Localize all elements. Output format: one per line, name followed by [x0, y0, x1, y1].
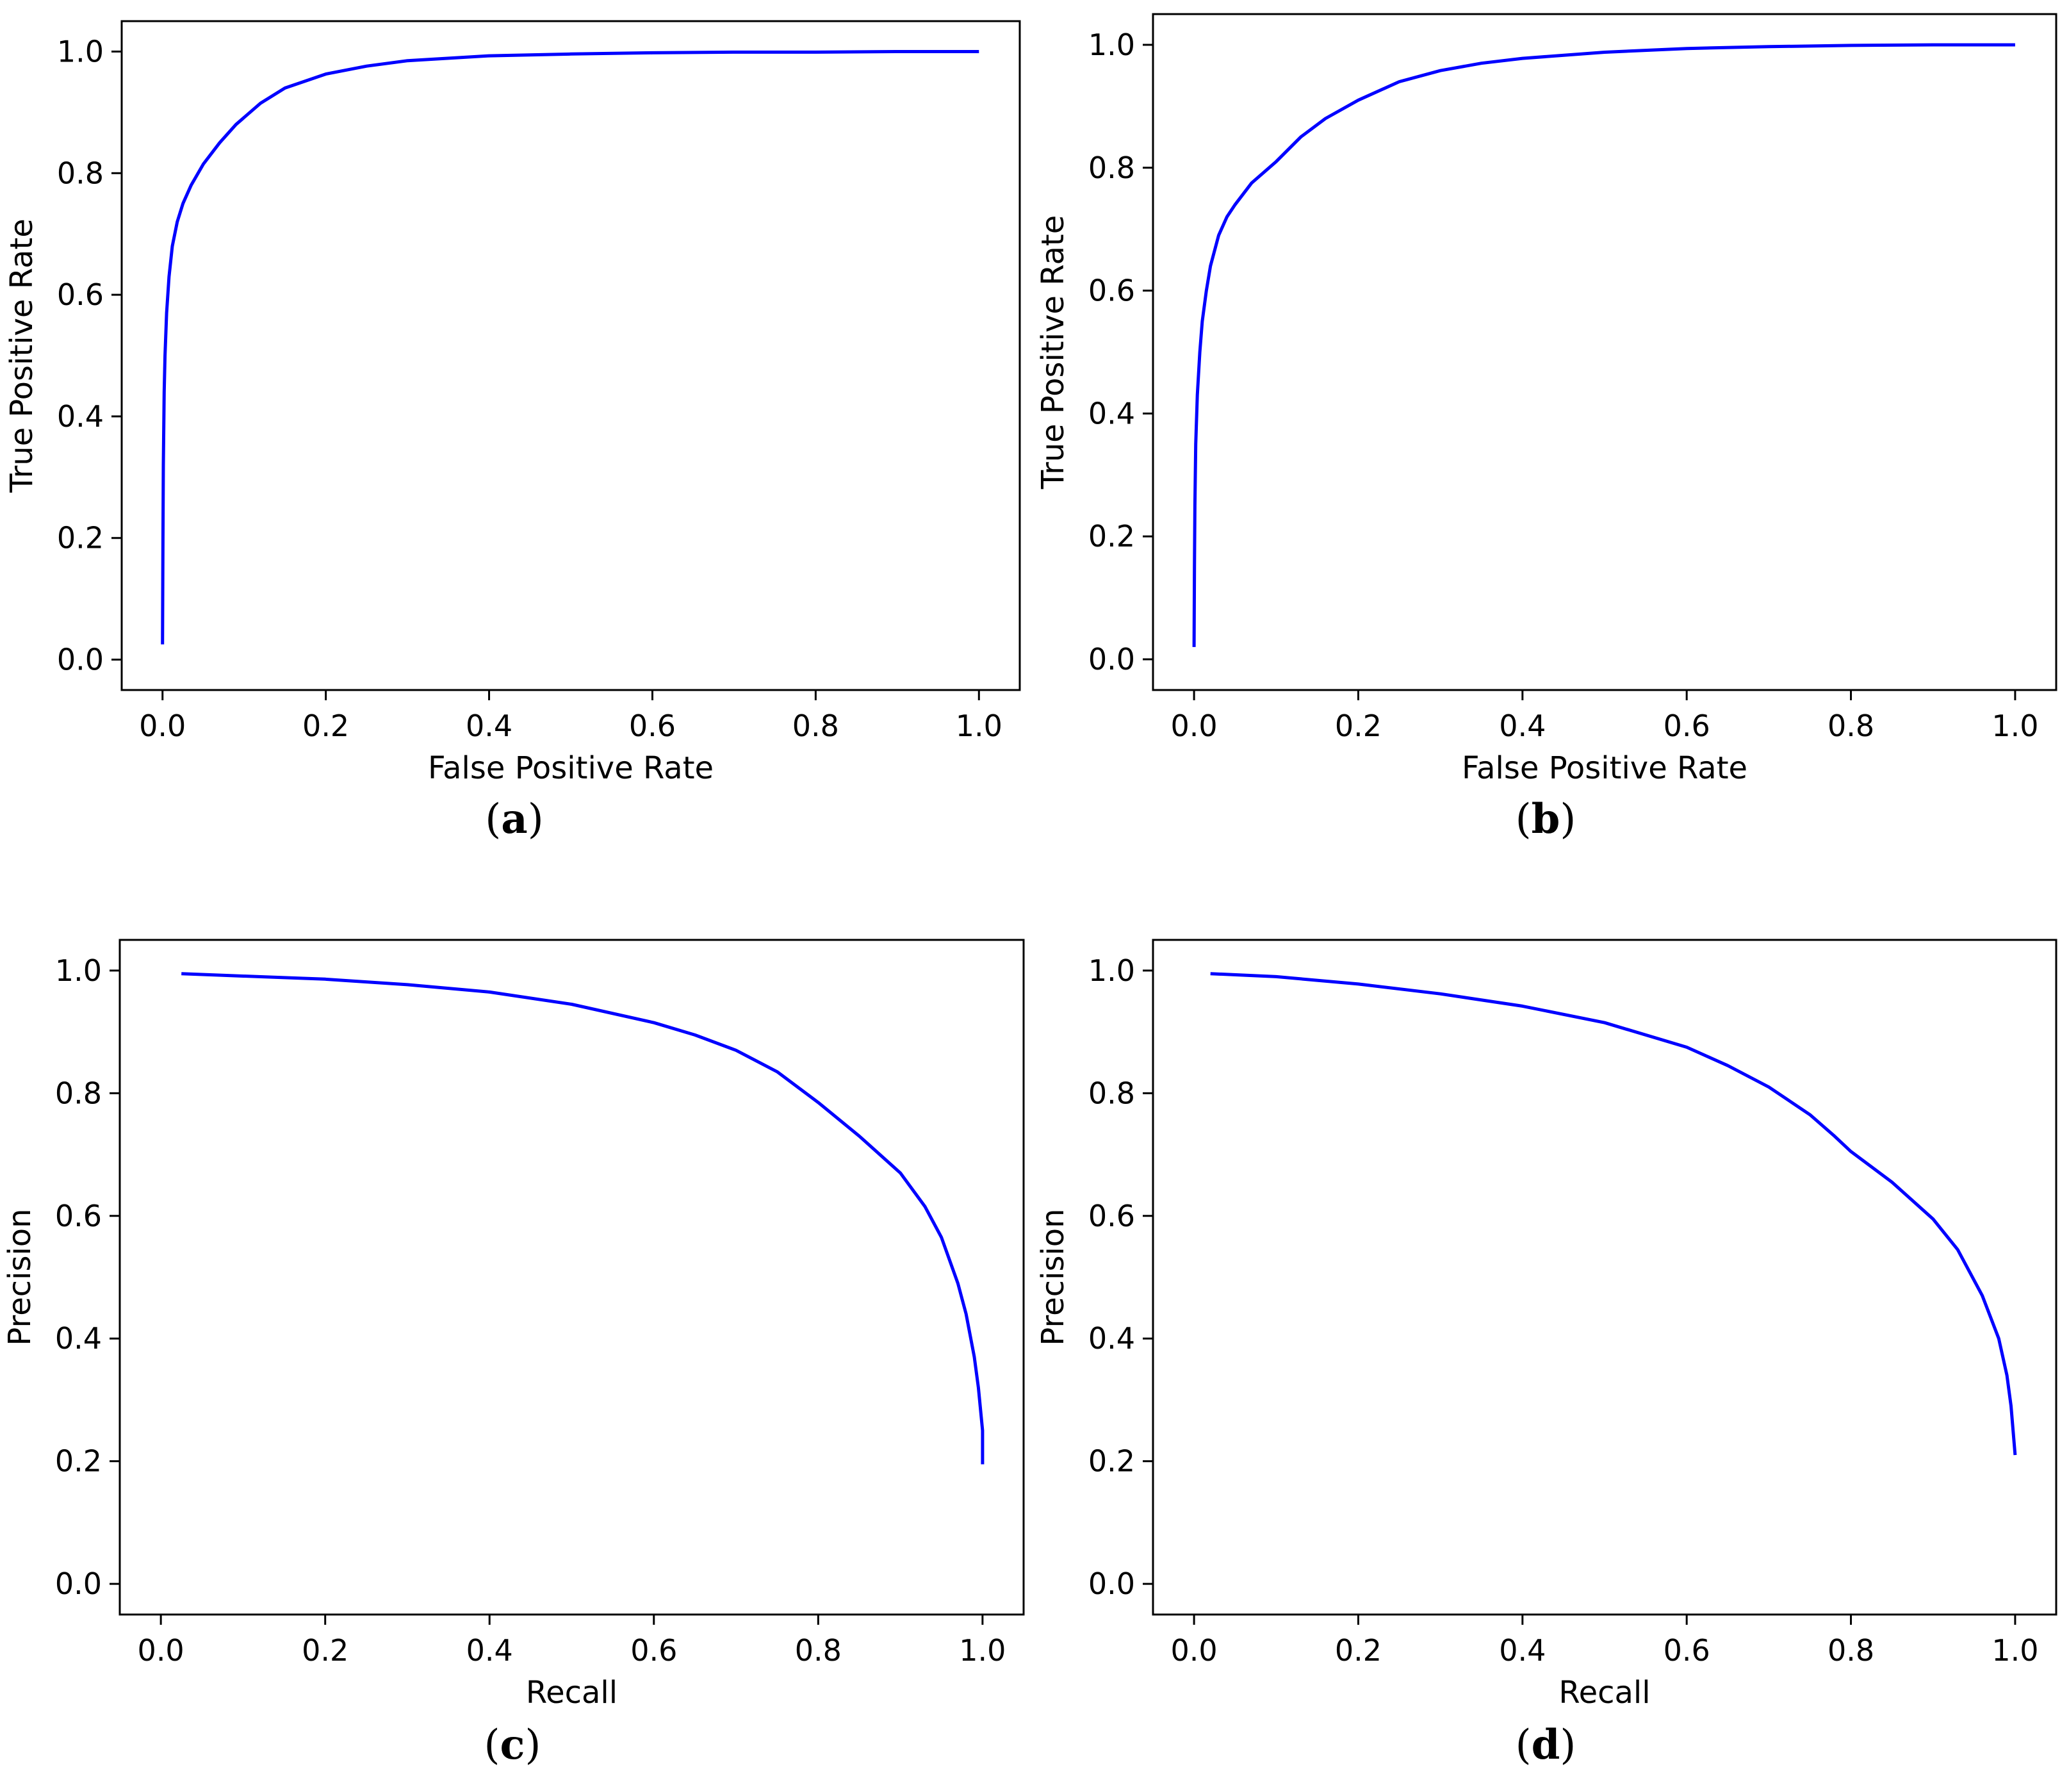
y-tick-label: 0.2 [1088, 519, 1135, 554]
panel-c: 0.0 0.2 0.4 0.6 0.8 1.0 0.0 0.2 0.4 0.6 0.8 1.0 Reca… [2, 939, 1025, 1769]
x-tick-label: 0.8 [795, 1633, 842, 1668]
x-axis-label: Recall [1558, 1675, 1650, 1711]
x-axis-label: False Positive Rate [428, 750, 714, 786]
x-tick-label: 1.0 [959, 1633, 1006, 1668]
panel-letter: a [501, 795, 527, 843]
x-tick-label: 1.0 [1991, 709, 2038, 743]
y-tick-label: 1.0 [1088, 28, 1135, 62]
x-tick-label: 1.0 [956, 709, 1002, 743]
panel-a: 0.0 0.2 0.4 0.6 0.8 1.0 0.0 0.2 0.4 0.6 0.8 1.0 Fals… [4, 20, 1021, 843]
y-tick-label: 0.4 [1088, 1321, 1135, 1356]
y-axis-label: True Positive Rate [4, 218, 40, 493]
axes-frame [119, 939, 1025, 1616]
y-tick-label: 0.6 [1088, 274, 1135, 308]
x-tick-label: 0.2 [302, 709, 349, 743]
y-tick-label: 0.8 [55, 1076, 102, 1110]
y-tick-label: 0.4 [1088, 396, 1135, 431]
y-tick-label: 1.0 [55, 953, 102, 988]
y-tick-label: 0.6 [1088, 1199, 1135, 1233]
y-tick-label: 1.0 [1088, 953, 1135, 988]
x-tick-label: 0.8 [1828, 709, 1874, 743]
x-tick-label: 0.4 [1499, 709, 1546, 743]
x-tick-label: 0.6 [630, 1633, 677, 1668]
panel-letter: b [1532, 795, 1560, 843]
y-tick-label: 0.0 [1088, 642, 1135, 677]
y-tick-label: 0.4 [55, 1321, 102, 1356]
panel-letter: d [1532, 1721, 1560, 1769]
y-tick-label: 0.2 [57, 521, 104, 555]
panel-label: (c) [484, 1721, 541, 1769]
x-tick-label: 0.6 [629, 709, 676, 743]
y-tick-label: 0.2 [1088, 1444, 1135, 1479]
y-tick-label: 0.4 [57, 399, 104, 434]
x-tick-label: 0.0 [139, 709, 186, 743]
panel-label: (b) [1516, 795, 1576, 843]
y-axis-label: Precision [1035, 1208, 1071, 1345]
x-tick-label: 0.0 [1171, 709, 1218, 743]
x-tick-label: 0.2 [302, 1633, 348, 1668]
x-tick-label: 0.6 [1664, 1633, 1710, 1668]
y-tick-label: 0.0 [1088, 1566, 1135, 1601]
panel-label: (a) [485, 795, 543, 843]
x-tick-label: 0.8 [792, 709, 839, 743]
panel-d: 0.0 0.2 0.4 0.6 0.8 1.0 0.0 0.2 0.4 0.6 0.8 1.0 Reca… [1035, 939, 2057, 1769]
x-tick-label: 0.0 [1171, 1633, 1218, 1668]
series-line [161, 50, 979, 645]
axes-frame [120, 20, 1021, 691]
y-axis-label: True Positive Rate [1035, 215, 1071, 490]
series-line [1192, 43, 2015, 647]
y-tick-label: 0.8 [57, 156, 104, 190]
panel-letter: c [500, 1721, 525, 1769]
y-tick-label: 0.8 [1088, 1076, 1135, 1110]
x-tick-label: 0.6 [1664, 709, 1710, 743]
y-tick-label: 1.0 [57, 34, 104, 69]
series-line [181, 972, 985, 1465]
y-tick-label: 0.6 [55, 1199, 102, 1233]
x-tick-label: 0.0 [138, 1633, 184, 1668]
x-axis-label: Recall [526, 1675, 617, 1711]
axes-frame [1152, 13, 2057, 691]
x-tick-label: 0.2 [1335, 1633, 1382, 1668]
x-tick-label: 0.4 [466, 709, 512, 743]
x-tick-label: 0.2 [1335, 709, 1382, 743]
y-tick-label: 0.0 [55, 1566, 102, 1601]
panel-label: (d) [1516, 1721, 1576, 1769]
axes-frame [1152, 939, 2057, 1616]
y-tick-label: 0.0 [57, 643, 104, 677]
x-axis-label: False Positive Rate [1462, 750, 1747, 786]
y-axis-label: Precision [2, 1208, 38, 1345]
x-tick-label: 0.4 [466, 1633, 513, 1668]
panel-b: 0.0 0.2 0.4 0.6 0.8 1.0 0.0 0.2 0.4 0.6 0.8 1.0 Fals… [1035, 13, 2057, 843]
x-tick-label: 0.8 [1828, 1633, 1874, 1668]
x-tick-label: 1.0 [1991, 1633, 2038, 1668]
series-line [1210, 972, 2017, 1456]
y-tick-label: 0.8 [1088, 151, 1135, 185]
x-tick-label: 0.4 [1499, 1633, 1546, 1668]
y-tick-label: 0.2 [55, 1444, 102, 1479]
y-tick-label: 0.6 [57, 277, 104, 312]
